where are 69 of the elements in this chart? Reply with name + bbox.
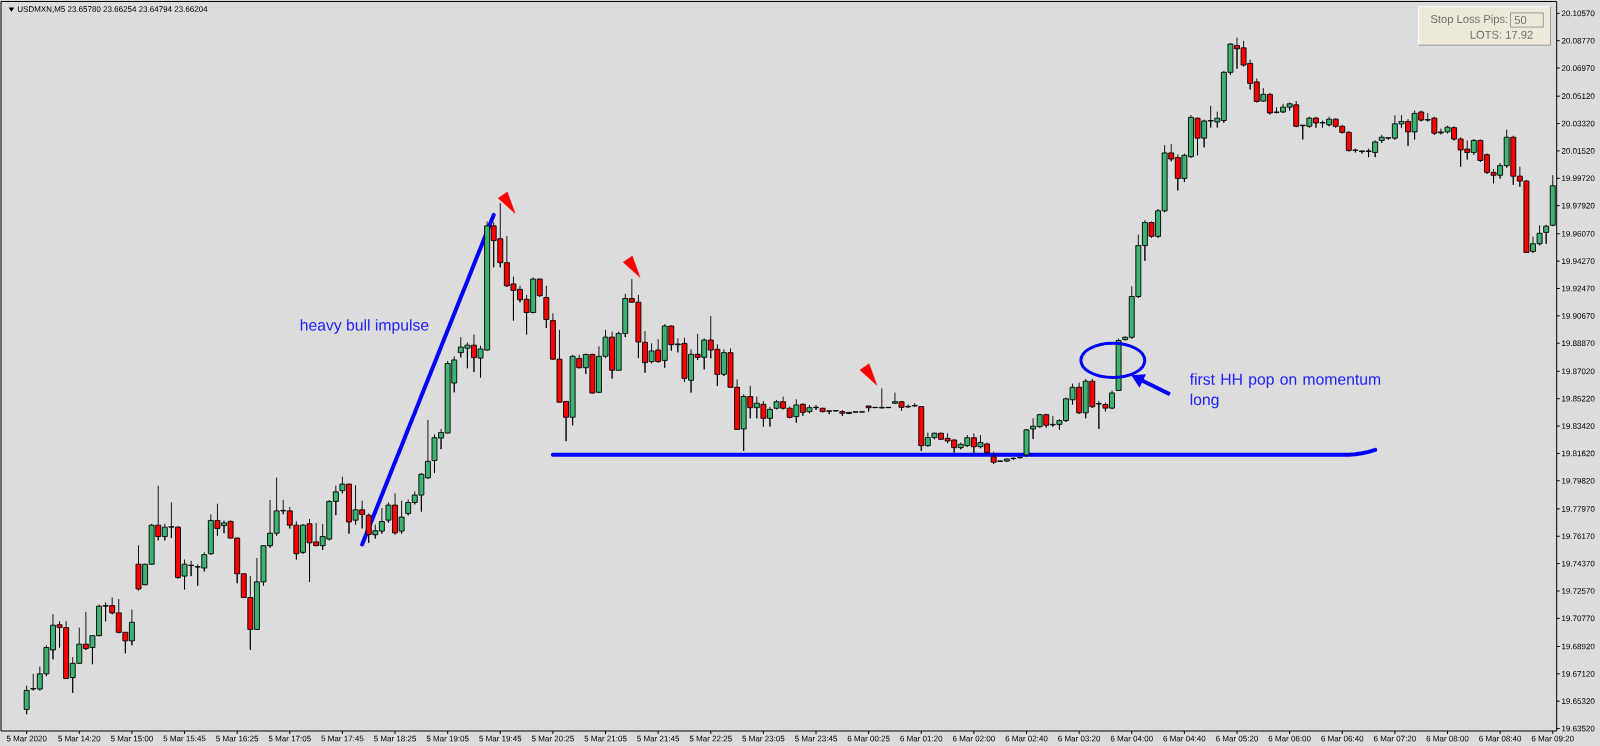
x-tick-label: 5 Mar 15:45 <box>163 735 206 742</box>
y-tick-label: 20.10570 <box>1561 10 1595 17</box>
y-tick-label: 19.65320 <box>1562 698 1595 705</box>
y-tick-label: 19.87020 <box>1562 368 1595 375</box>
x-tick-label: 5 Mar 17:45 <box>321 735 364 742</box>
y-tick-label: 19.85220 <box>1562 395 1595 402</box>
x-tick-label: 5 Mar 17:05 <box>268 735 311 742</box>
candlestick <box>1543 224 1550 245</box>
x-tick-label: 6 Mar 01:20 <box>900 735 943 742</box>
x-tick-label: 5 Mar 18:25 <box>374 735 417 742</box>
y-tick-label: 19.81620 <box>1562 450 1595 457</box>
point <box>859 363 878 386</box>
y-tick-label: 19.96070 <box>1562 230 1595 237</box>
x-tick-label: 5 Mar 19:45 <box>479 735 522 742</box>
y-tick-label: 19.99720 <box>1562 175 1595 182</box>
y-tick-label: 19.97920 <box>1562 202 1595 209</box>
x-tick-label: 5 Mar 16:25 <box>216 735 259 742</box>
x-tick-label: 5 Mar 23:45 <box>794 735 838 742</box>
x-tick-label: 5 Mar 22:25 <box>689 735 732 742</box>
y-tick-label: 19.90670 <box>1562 313 1595 319</box>
y-tick-label: 19.63520 <box>1562 725 1595 732</box>
x-tick-label: 6 Mar 03:20 <box>1058 735 1101 742</box>
x-tick-label: 5 Mar 23:05 <box>742 735 785 742</box>
y-tick-label: 19.92470 <box>1562 285 1595 292</box>
text: USDMXN,M5 23.65780 23.66254 23.64794 23.66204 <box>17 6 208 13</box>
x-tick-label: 6 Mar 07:20 <box>1373 735 1416 742</box>
x-tick-label: 5 Mar 21:45 <box>637 735 680 742</box>
x-tick-label: 6 Mar 06:40 <box>1321 735 1364 742</box>
y-tick-label: 19.77970 <box>1562 506 1595 512</box>
x-tick-label: 5 Mar 21:05 <box>584 735 627 742</box>
y-tick-label: 20.05120 <box>1561 93 1595 100</box>
x-tick-label: 6 Mar 02:00 <box>952 735 995 742</box>
x-tick-label: 6 Mar 00:25 <box>847 735 890 742</box>
x-tick-label: 5 Mar 2020 <box>6 735 47 742</box>
x-tick-label: 5 Mar 14:20 <box>58 735 101 742</box>
annotation: 50 <box>1514 16 1527 24</box>
candlestick <box>543 285 550 329</box>
y-tick-label: 19.74370 <box>1562 560 1595 567</box>
y-tick-label: 20.03320 <box>1561 120 1595 127</box>
point <box>497 191 516 214</box>
x-tick-label: 5 Mar 20:25 <box>531 735 574 742</box>
y-tick-label: 19.94270 <box>1562 258 1595 264</box>
candlestick <box>23 685 30 715</box>
x-tick-label: 5 Mar 19:05 <box>426 735 469 742</box>
y-tick-label: 19.68920 <box>1562 643 1595 650</box>
y-tick-label: 20.01520 <box>1561 148 1595 154</box>
y-tick-label: 19.79820 <box>1562 477 1595 484</box>
y-tick-label: 20.08770 <box>1561 37 1595 44</box>
y-tick-label: 19.83420 <box>1562 423 1595 429</box>
y-tick-label: 19.72570 <box>1562 588 1595 594</box>
x-tick-label: 6 Mar 08:00 <box>1426 735 1469 742</box>
annotation: heavy bull impulse <box>300 319 429 334</box>
annotation: Stop Loss Pips: <box>1430 14 1508 26</box>
annotation: LOTS: 17.92 <box>1470 30 1533 39</box>
y-tick-label: 19.67120 <box>1562 671 1595 677</box>
y-tick-label: 19.70770 <box>1562 615 1595 622</box>
x-tick-label: 6 Mar 05:20 <box>1216 735 1259 742</box>
y-tick-label: 19.88870 <box>1562 340 1595 347</box>
x-tick-label: 6 Mar 09:20 <box>1531 735 1574 742</box>
x-tick-label: 6 Mar 02:40 <box>1005 735 1048 742</box>
x-tick-label: 5 Mar 15:00 <box>110 735 153 742</box>
x-tick-label: 6 Mar 08:40 <box>1479 735 1522 742</box>
x-tick-label: 6 Mar 04:00 <box>1110 735 1153 742</box>
annotation: first HH pop on momentum long <box>1189 373 1381 409</box>
y-tick-label: 20.06970 <box>1561 65 1595 71</box>
y-tick-label: 19.76170 <box>1562 533 1595 540</box>
point <box>622 255 641 278</box>
x-tick-label: 6 Mar 04:40 <box>1163 735 1206 742</box>
x-tick-label: 6 Mar 06:00 <box>1268 735 1311 742</box>
